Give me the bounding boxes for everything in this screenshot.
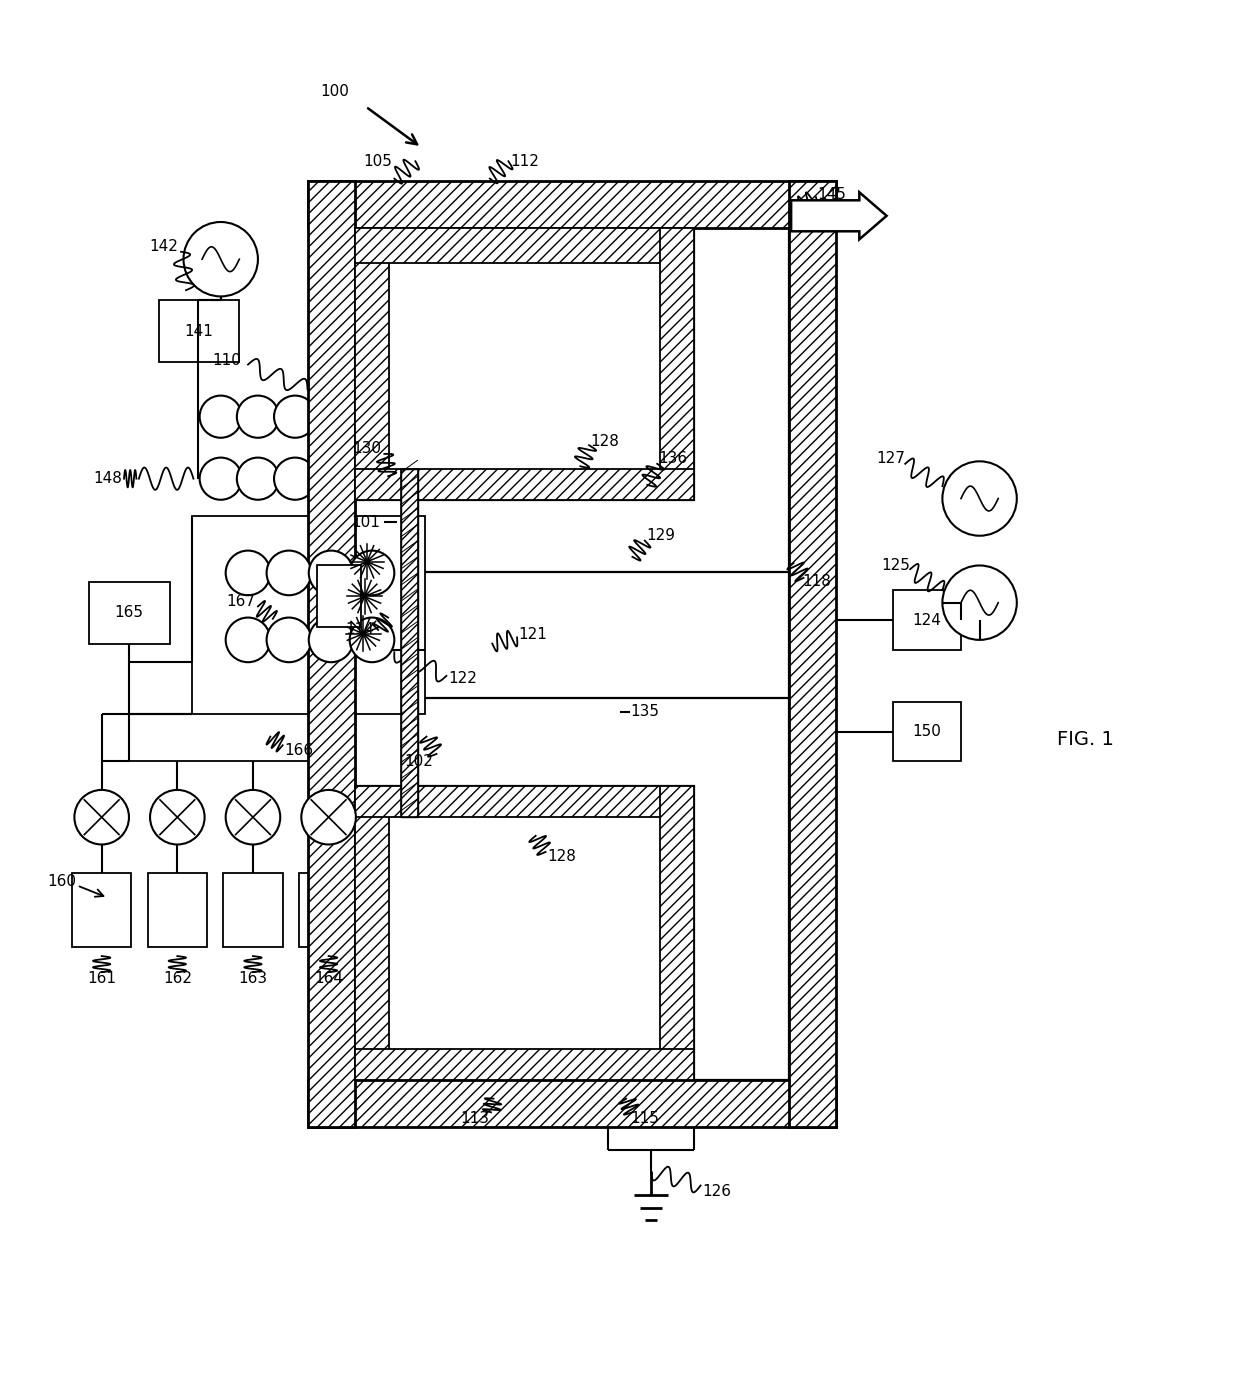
Text: 130: 130 [352,441,382,456]
Bar [223,872,283,948]
Circle shape [200,458,242,500]
Bar [660,228,694,500]
Text: 141: 141 [184,324,213,338]
Bar [355,786,694,818]
Bar [355,469,694,500]
Circle shape [274,396,316,438]
Bar [401,469,418,818]
Circle shape [226,790,280,845]
Circle shape [226,617,270,662]
Text: 164: 164 [314,971,343,987]
Circle shape [74,790,129,845]
FancyArrow shape [791,192,887,239]
Bar [159,300,239,363]
Circle shape [267,551,311,595]
Bar [317,566,361,628]
Bar [355,1050,694,1080]
Bar [355,786,694,1080]
Text: 129: 129 [646,528,676,543]
Circle shape [150,790,205,845]
Text: 102: 102 [404,754,434,769]
Circle shape [942,462,1017,536]
Text: 101: 101 [351,515,381,529]
Text: 118: 118 [802,574,832,589]
Circle shape [200,396,242,438]
Text: 115: 115 [630,1112,660,1127]
Bar [355,228,694,500]
Text: 114: 114 [345,622,374,638]
Text: 148: 148 [93,471,123,486]
Text: 161: 161 [87,971,117,987]
Bar [299,872,358,948]
Text: 126: 126 [702,1184,732,1200]
Circle shape [274,458,316,500]
Circle shape [311,458,353,500]
Bar [148,872,207,948]
Text: 100: 100 [320,84,350,99]
Bar [308,1080,836,1127]
Bar [355,228,789,1080]
Text: 122: 122 [448,671,477,686]
Bar [789,181,836,1127]
Text: 166: 166 [284,743,314,757]
Bar [660,786,694,1080]
Text: 128: 128 [590,434,620,449]
Text: 125: 125 [880,558,910,573]
Text: 142: 142 [149,239,179,254]
Text: 112: 112 [510,154,539,169]
Text: 163: 163 [238,971,268,987]
Circle shape [237,396,279,438]
Text: 124: 124 [911,613,941,628]
Text: 165: 165 [114,605,144,620]
Circle shape [311,396,353,438]
Bar [308,181,355,1127]
Bar [355,228,389,500]
Circle shape [309,551,353,595]
Circle shape [226,551,270,595]
Circle shape [350,617,394,662]
Text: 128: 128 [547,849,577,864]
Text: 136: 136 [658,451,688,466]
Circle shape [184,223,258,297]
Bar [893,702,961,761]
Text: 167: 167 [226,594,255,609]
Bar [308,181,836,228]
Circle shape [301,790,356,845]
Text: 105: 105 [363,154,393,169]
Circle shape [267,617,311,662]
Text: 121: 121 [518,628,548,643]
Text: 110: 110 [212,353,242,368]
Circle shape [942,566,1017,640]
Bar [192,515,425,714]
Bar [401,469,418,818]
Text: 145: 145 [817,187,847,202]
Bar [89,581,170,643]
Text: 150: 150 [911,724,941,739]
Bar [355,786,389,1080]
Text: 162: 162 [162,971,192,987]
Circle shape [350,551,394,595]
Bar [355,228,694,262]
Text: 160: 160 [47,874,77,889]
Circle shape [237,458,279,500]
Text: 113: 113 [460,1112,490,1127]
Text: FIG. 1: FIG. 1 [1056,730,1114,749]
Bar [72,872,131,948]
Bar [893,591,961,650]
Text: 135: 135 [630,705,660,720]
Circle shape [309,617,353,662]
Text: 127: 127 [875,451,905,466]
